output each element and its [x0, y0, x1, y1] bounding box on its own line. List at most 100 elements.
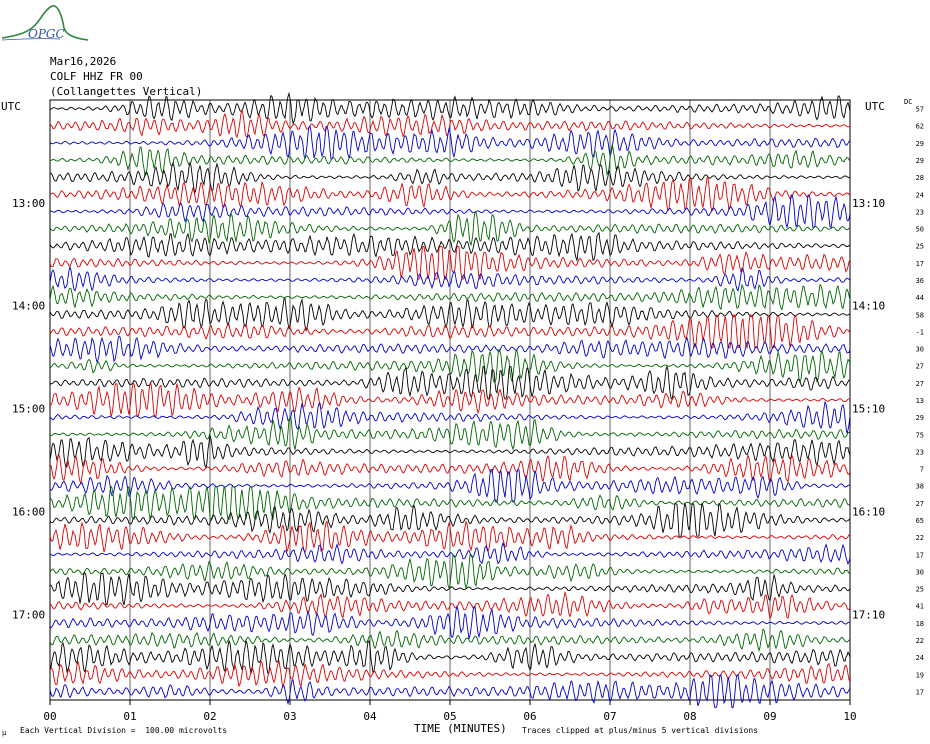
seismic-trace	[49, 639, 851, 675]
utc-left-label: UTC	[1, 100, 21, 113]
dc-offset-label: 24	[916, 654, 924, 662]
dc-offset-label: 22	[916, 637, 924, 645]
x-tick-label: 04	[363, 710, 377, 723]
corner-mark: µ	[2, 729, 7, 737]
dc-offset-label: 75	[916, 431, 924, 439]
x-axis-title: TIME (MINUTES)	[414, 722, 507, 735]
seismic-trace	[49, 211, 851, 247]
dc-offset-label: 44	[916, 294, 924, 302]
seismic-trace	[49, 265, 851, 292]
x-tick-label: 06	[523, 710, 536, 723]
dc-offset-label: 30	[916, 568, 924, 576]
right-hour-label: 13:10	[852, 197, 885, 210]
seismic-trace	[49, 383, 851, 418]
dc-offset-label: 58	[916, 311, 924, 319]
right-hour-label: 17:10	[852, 608, 885, 621]
seismic-trace	[49, 659, 851, 689]
logo-text: OPGC	[28, 27, 65, 41]
seismic-trace	[49, 485, 851, 521]
dc-offset-label: 17	[916, 688, 924, 696]
x-tick-label: 02	[203, 710, 216, 723]
dc-offset-label: 27	[916, 380, 924, 388]
scale-note: Each Vertical Division = 100.00 microvol…	[20, 726, 228, 735]
opgc-logo: OPGC	[0, 0, 90, 44]
seismic-trace	[49, 335, 851, 364]
seismic-trace	[49, 400, 851, 434]
left-hour-label: 15:00	[12, 403, 45, 416]
dc-offset-label: 65	[916, 517, 924, 525]
x-tick-label: 01	[123, 710, 136, 723]
seismic-trace	[49, 144, 851, 178]
seismic-trace	[49, 435, 851, 469]
header-station: (Collangettes Vertical)	[50, 85, 203, 98]
x-tick-label: 03	[283, 710, 296, 723]
dc-offset-label: 24	[916, 191, 924, 199]
dc-offset-label: 25	[916, 243, 924, 251]
x-tick-label: 09	[763, 710, 776, 723]
dc-offset-label: -1	[916, 328, 924, 336]
header-date: Mar16,2026	[50, 55, 117, 68]
x-tick-label: 05	[443, 710, 456, 723]
left-hour-label: 17:00	[12, 608, 45, 621]
logo-mountain-icon	[1, 5, 89, 41]
seismic-trace	[49, 126, 851, 160]
dc-offset-label: 41	[916, 603, 924, 611]
seismic-trace	[49, 604, 851, 640]
seismic-trace	[49, 231, 851, 262]
dc-offset-label: 28	[916, 174, 924, 182]
dc-offset-label: 22	[916, 534, 924, 542]
dc-offset-label: 25	[916, 586, 924, 594]
dc-offset-label: 27	[916, 363, 924, 371]
seismic-trace	[49, 554, 851, 590]
seismic-trace	[49, 177, 851, 212]
dc-offset-label: 57	[916, 106, 924, 114]
seismic-trace	[49, 109, 851, 139]
dc-offset-label: 17	[916, 260, 924, 268]
seismic-trace	[49, 246, 851, 280]
dc-label: DC	[904, 98, 913, 106]
seismic-trace	[49, 313, 851, 350]
x-tick-label: 10	[843, 710, 856, 723]
right-hour-label: 14:10	[852, 300, 885, 313]
dc-offset-label: 29	[916, 140, 924, 148]
dc-offset-label: 23	[916, 208, 924, 216]
seismic-trace	[49, 468, 851, 503]
seismic-trace	[49, 520, 850, 554]
dc-offset-label: 23	[916, 448, 924, 456]
dc-offset-label: 7	[920, 466, 924, 474]
seismic-trace	[49, 674, 851, 709]
seismic-trace	[49, 365, 850, 400]
seismic-trace	[49, 572, 851, 606]
seismic-trace	[49, 283, 851, 311]
dc-offset-label: 17	[916, 551, 924, 559]
seismic-trace	[49, 541, 851, 566]
dc-offset-label: 29	[916, 414, 924, 422]
clip-note: Traces clipped at plus/minus 5 vertical …	[522, 726, 759, 735]
dc-offset-label: 36	[916, 277, 924, 285]
x-tick-label: 07	[603, 710, 616, 723]
seismic-trace	[49, 454, 851, 485]
left-hour-label: 16:00	[12, 505, 45, 518]
dc-offset-label: 38	[916, 483, 924, 491]
utc-right-label: UTC	[865, 100, 885, 113]
dc-offset-label: 27	[916, 500, 924, 508]
right-hour-label: 16:10	[852, 505, 885, 518]
seismic-trace	[49, 501, 851, 537]
dc-offset-label: 62	[916, 123, 924, 131]
dc-offset-label: 29	[916, 157, 924, 165]
seismic-trace	[49, 347, 851, 384]
left-hour-label: 14:00	[12, 300, 45, 313]
right-hour-label: 15:10	[852, 403, 885, 416]
header-channel: COLF HHZ FR 00	[50, 70, 143, 83]
seismic-trace	[49, 628, 851, 653]
x-tick-label: 08	[683, 710, 696, 723]
dc-offset-label: 19	[916, 671, 924, 679]
dc-offset-label: 30	[916, 346, 924, 354]
dc-offset-label: 50	[916, 226, 924, 234]
dc-offset-label: 13	[916, 397, 924, 405]
dc-offset-label: 18	[916, 620, 924, 628]
seismic-trace	[50, 417, 851, 451]
seismic-trace	[49, 91, 851, 125]
